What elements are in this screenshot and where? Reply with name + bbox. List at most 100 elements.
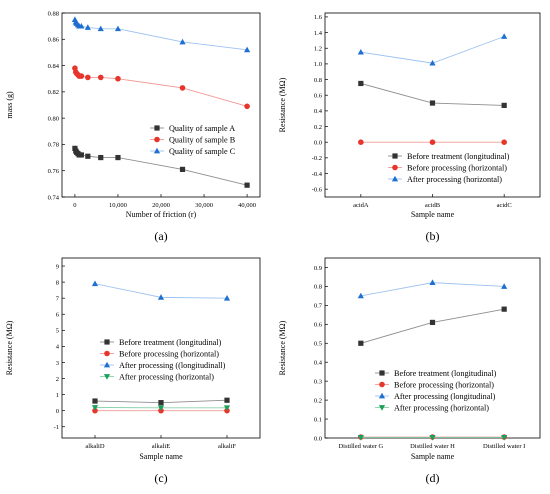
y-tick-label: 1 xyxy=(56,392,59,399)
y-tick-label: 3 xyxy=(56,360,59,367)
panel-label: (a) xyxy=(154,229,167,243)
data-point xyxy=(98,154,104,161)
y-tick-label: 0.86 xyxy=(48,37,60,44)
legend-marker xyxy=(153,147,161,154)
y-axis-label: Resistance (MΩ) xyxy=(278,320,287,375)
legend-entry: After processing (longitudinal) xyxy=(394,392,496,401)
series-2 xyxy=(357,33,508,66)
y-axis-label: Resistance (MΩ) xyxy=(278,77,287,132)
y-tick-label: 5 xyxy=(56,328,59,335)
legend-entry: After processing (horizontal) xyxy=(407,175,502,184)
legend: Before treatment (longitudinal) Before pr… xyxy=(375,369,497,413)
legend-marker xyxy=(104,339,110,345)
legend-entry: Quality of sample B xyxy=(169,136,236,145)
legend-entry: Before treatment (longitudinal) xyxy=(119,338,222,347)
y-tick-label: 0.1 xyxy=(314,416,322,423)
y-tick-label: 0.9 xyxy=(314,265,322,272)
legend-marker xyxy=(379,370,385,376)
chart-panel-a: 0.74 0.76 0.78 0.80 0.82 0.84 0.86 0.88 0 10,000 2… xyxy=(5,10,261,243)
legend-entry: Quality of sample C xyxy=(169,147,236,156)
data-point xyxy=(157,294,165,300)
x-tick-label: Distilled water I xyxy=(483,443,525,450)
series-2 xyxy=(357,279,508,299)
x-axis-label: Sample name xyxy=(411,452,455,461)
x-tick-label: 10,000 xyxy=(109,202,127,209)
series-1 xyxy=(358,139,507,145)
x-tick-label: Distilled water H xyxy=(410,443,455,450)
y-tick-label: -1 xyxy=(54,424,59,431)
y-tick-label: 1.2 xyxy=(314,46,322,53)
y-tick-label: 0.88 xyxy=(48,10,59,17)
data-point xyxy=(115,75,121,82)
data-point xyxy=(357,435,364,441)
legend-marker xyxy=(379,381,385,388)
legend-entry: Before processing (horizontal) xyxy=(119,350,219,359)
series-2 xyxy=(71,16,251,53)
y-tick-label: 0.0 xyxy=(314,139,322,146)
y-axis-label: mass (g) xyxy=(5,91,14,119)
legend-entry: Before treatment (longitudinal) xyxy=(394,369,497,378)
series-line xyxy=(360,36,505,64)
data-point xyxy=(92,407,98,414)
y-tick-label: 0.2 xyxy=(314,397,322,404)
chart-panel-d: 0.0 0.1 0.2 0.3 0.4 0.5 0.6 0.7 0.8 0.9 Distilled … xyxy=(278,257,541,485)
x-tick-label: alkaliF xyxy=(218,443,236,450)
data-point xyxy=(244,103,250,110)
data-point xyxy=(179,85,186,91)
x-tick-label: 20,000 xyxy=(152,202,170,209)
legend-entry: After processing (horizontal) xyxy=(119,373,214,382)
data-point xyxy=(358,80,364,87)
data-point xyxy=(72,145,78,151)
y-tick-label: 0.2 xyxy=(314,124,322,131)
y-tick-label: 0 xyxy=(56,408,59,415)
y-tick-label: 0.80 xyxy=(48,115,59,122)
x-tick-label: Distilled water G xyxy=(338,443,383,450)
data-point xyxy=(501,102,507,108)
data-point xyxy=(158,400,164,406)
series-0 xyxy=(72,145,250,188)
data-point xyxy=(179,166,186,172)
data-point xyxy=(85,74,91,81)
y-tick-label: 0.8 xyxy=(314,77,322,84)
y-tick-label: 0.8 xyxy=(314,284,322,291)
data-point xyxy=(429,319,436,326)
y-tick-label: 0.6 xyxy=(314,322,323,329)
x-tick-label: acidA xyxy=(353,202,369,209)
data-point xyxy=(244,182,250,188)
legend-marker xyxy=(392,164,398,171)
y-tick-label: 0.74 xyxy=(48,194,60,201)
data-point xyxy=(243,46,251,53)
series-line xyxy=(74,19,248,51)
legend: Quality of sample A Quality of sample B Qu… xyxy=(150,124,236,156)
x-tick-label: 30,000 xyxy=(195,202,213,209)
y-tick-label: -0.6 xyxy=(312,186,323,193)
legend-entry: After processing (horizontal) xyxy=(394,404,489,413)
data-point xyxy=(429,279,436,286)
series-3 xyxy=(357,435,508,441)
data-point xyxy=(78,73,85,79)
y-tick-label: -0.4 xyxy=(312,171,323,178)
legend: Before treatment (longitudinal) Before pr… xyxy=(388,152,510,184)
y-tick-label: 8 xyxy=(56,279,59,286)
y-tick-label: 0.6 xyxy=(314,93,323,100)
data-point xyxy=(501,139,507,145)
y-tick-label: 0.84 xyxy=(48,63,60,70)
data-point xyxy=(358,139,364,145)
data-point xyxy=(429,139,436,145)
data-point xyxy=(114,25,122,32)
chart-panel-c: -1 0 1 2 3 4 5 6 7 8 9 alkaliD alkaliE alkaliF Sample … xyxy=(5,257,261,485)
legend-marker xyxy=(154,125,160,131)
data-point xyxy=(358,340,364,346)
data-point xyxy=(115,154,121,161)
y-tick-label: 0.82 xyxy=(48,89,59,96)
data-point xyxy=(179,38,186,45)
y-tick-label: 9 xyxy=(56,263,59,270)
series-0 xyxy=(92,397,230,406)
x-axis-label: Sample name xyxy=(139,452,183,461)
plot-frame xyxy=(61,12,261,198)
x-axis-label: Number of friction (r) xyxy=(126,210,197,219)
y-tick-label: 0.7 xyxy=(314,303,323,310)
series-2 xyxy=(91,280,231,301)
x-axis-label: Sample name xyxy=(411,210,455,219)
legend-entry: Before processing (horizontal) xyxy=(394,381,494,390)
